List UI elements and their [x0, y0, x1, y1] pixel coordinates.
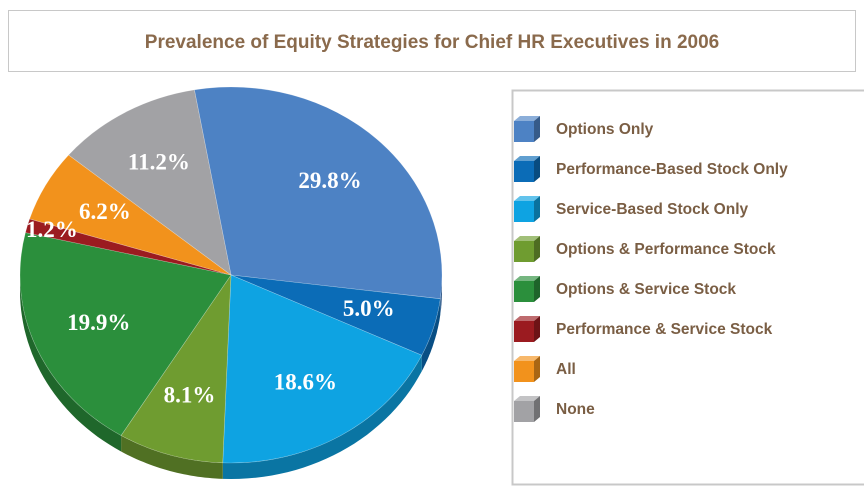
legend-swatch-side — [534, 236, 540, 262]
legend-swatch-side — [534, 276, 540, 302]
legend-label: None — [556, 401, 595, 418]
legend-swatch-side — [534, 116, 540, 142]
slice-side — [20, 275, 122, 452]
legend-label: All — [556, 361, 576, 378]
legend: Options Only Performance-Based Stock Only… — [514, 116, 788, 422]
slice — [68, 89, 232, 276]
legend-swatch — [514, 241, 534, 262]
legend-box — [511, 89, 864, 486]
legend-label: Options & Service Stock — [556, 281, 736, 298]
legend-label: Performance-Based Stock Only — [556, 161, 788, 178]
legend-swatch-side — [534, 196, 540, 222]
data-label: 8.1% — [164, 383, 216, 408]
legend-swatch-top — [514, 156, 540, 161]
legend-swatch-top — [514, 356, 540, 361]
data-label: 11.2% — [128, 150, 190, 175]
legend-label: Options & Performance Stock — [556, 241, 776, 258]
legend-label: Service-Based Stock Only — [556, 201, 748, 218]
legend-swatch-top — [514, 316, 540, 321]
data-label: 5.0% — [343, 296, 395, 321]
legend-swatch — [514, 281, 534, 302]
pie: 29.8% 5.0% 18.6% 8.1% 19.9% 1.2%6.2% 11.2% — [19, 86, 443, 479]
data-label: 6.2% — [79, 199, 131, 224]
slice-side — [121, 435, 223, 479]
legend-swatch — [514, 401, 534, 422]
legend-swatch — [514, 121, 534, 142]
chart-title: Prevalence of Equity Strategies for Chie… — [145, 32, 719, 53]
slice — [120, 273, 232, 464]
slice — [19, 232, 232, 436]
legend-swatch-top — [514, 236, 540, 241]
slice — [230, 274, 441, 356]
legend-swatch-side — [534, 396, 540, 422]
legend-label: Options Only — [556, 121, 654, 138]
slice — [194, 86, 443, 300]
slice — [25, 218, 232, 276]
slice — [222, 274, 423, 464]
legend-swatch-top — [514, 196, 540, 201]
legend-swatch-top — [514, 396, 540, 401]
legend-swatch — [514, 361, 534, 382]
slice — [29, 154, 232, 276]
slice-side — [222, 355, 422, 479]
legend-swatch-side — [534, 316, 540, 342]
slice-side — [440, 275, 442, 315]
legend-swatch — [514, 321, 534, 342]
legend-swatch-side — [534, 156, 540, 182]
legend-swatch — [514, 201, 534, 222]
data-label: 19.9% — [67, 310, 130, 335]
legend-label: Performance & Service Stock — [556, 321, 773, 338]
legend-swatch — [514, 161, 534, 182]
data-label: 29.8% — [298, 168, 361, 193]
slice-side — [421, 298, 441, 372]
data-label: 1.2% — [26, 217, 78, 242]
data-label: 18.6% — [274, 370, 337, 395]
legend-swatch-top — [514, 116, 540, 121]
legend-swatch-top — [514, 276, 540, 281]
legend-swatch-side — [534, 356, 540, 382]
title-box — [8, 10, 856, 72]
